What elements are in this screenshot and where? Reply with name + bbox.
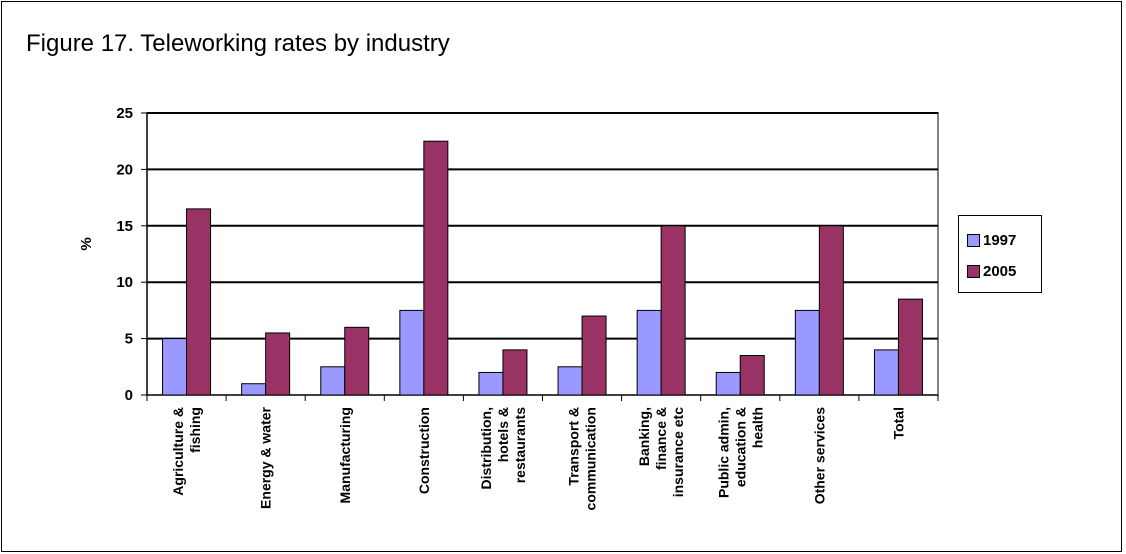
bar-2005 <box>265 332 291 396</box>
legend: 1997 2005 <box>958 215 1042 293</box>
x-category-label: education & <box>732 407 748 487</box>
bar-2005 <box>502 349 528 396</box>
bar-2005 <box>660 225 686 396</box>
x-category-label: Manufacturing <box>337 407 353 503</box>
bar-1997 <box>636 309 662 396</box>
y-tick-label: 15 <box>116 218 133 235</box>
x-category-label: fishing <box>187 407 203 453</box>
y-tick-label: 25 <box>116 105 133 122</box>
y-tick-label: 10 <box>116 274 133 291</box>
x-category-label: Construction <box>416 407 432 494</box>
legend-label-2005: 2005 <box>983 262 1017 280</box>
bar-2005 <box>186 208 212 396</box>
bar-1997 <box>399 309 425 396</box>
chart-title: Figure 17. Teleworking rates by industry <box>26 30 450 57</box>
x-category-label: Transport & <box>566 407 582 486</box>
bar-2005 <box>581 315 607 396</box>
bar-1997 <box>715 371 741 396</box>
bar-2005 <box>423 140 449 396</box>
legend-label-1997: 1997 <box>983 231 1017 249</box>
bar-1997 <box>873 349 899 396</box>
x-category-label: restaurants <box>512 407 528 483</box>
y-tick-label: 5 <box>125 331 133 348</box>
bar-1997 <box>241 383 267 396</box>
legend-item-1997: 1997 <box>967 229 1016 251</box>
bar-1997 <box>794 309 820 396</box>
bar-1997 <box>557 366 583 396</box>
x-category-label: health <box>749 407 765 448</box>
bar-1997 <box>478 371 504 396</box>
y-tick-label: 0 <box>125 387 133 404</box>
x-category-label: communication <box>583 407 599 510</box>
bar-2005 <box>897 298 923 396</box>
x-category-label: hotels & <box>495 407 511 462</box>
legend-item-2005: 2005 <box>967 260 1016 282</box>
x-category-label: finance & <box>653 407 669 470</box>
x-category-label: Agriculture & <box>170 407 186 496</box>
x-category-label: Public admin, <box>715 407 731 498</box>
legend-swatch-1997 <box>967 233 980 247</box>
x-category-label: Total <box>890 407 906 439</box>
legend-swatch-2005 <box>967 264 980 278</box>
x-category-label: Other services <box>811 407 827 504</box>
x-category-label: Banking, <box>636 407 652 466</box>
x-category-label: Distribution, <box>478 407 494 489</box>
bar-2005 <box>739 355 765 396</box>
bar-1997 <box>162 338 188 396</box>
bar-1997 <box>320 366 346 396</box>
bar-2005 <box>344 326 370 396</box>
x-category-label: insurance etc <box>670 407 686 497</box>
x-category-label: Energy & water <box>258 406 274 508</box>
y-axis-label: % <box>78 237 95 250</box>
y-tick-label: 20 <box>116 161 133 178</box>
bar-2005 <box>818 225 844 396</box>
